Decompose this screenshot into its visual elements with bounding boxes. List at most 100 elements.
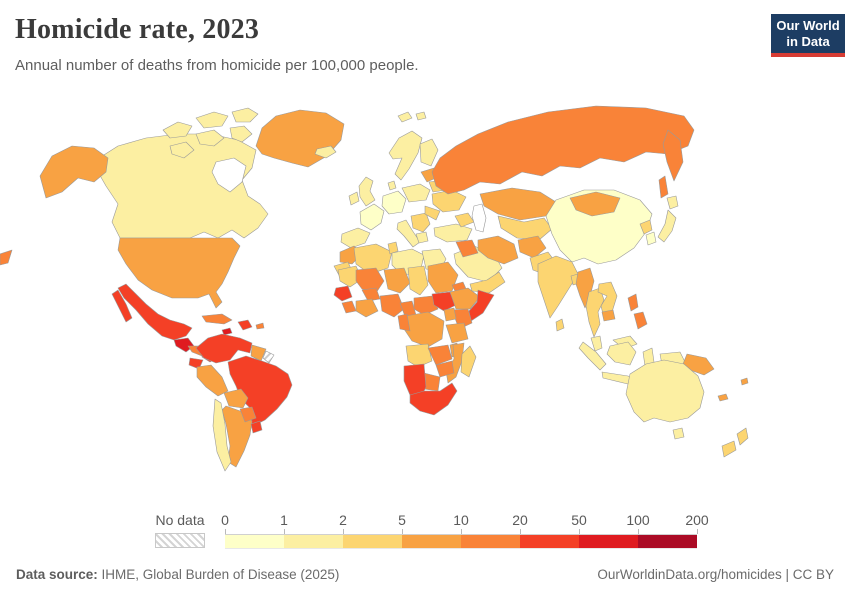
country-bolivia[interactable] <box>223 388 249 409</box>
country-malaysia[interactable] <box>590 335 603 352</box>
country-north-korea[interactable] <box>639 219 653 235</box>
country-botswana[interactable] <box>423 372 441 392</box>
legend-bin-20-50[interactable] <box>520 534 579 549</box>
country-balkans[interactable] <box>410 212 431 233</box>
country-south-korea[interactable] <box>645 231 657 246</box>
country-puerto-rico[interactable] <box>255 322 265 330</box>
country-hispaniola[interactable] <box>237 319 253 331</box>
country-fiji[interactable] <box>740 377 749 386</box>
country-canada-arctic-islands[interactable] <box>162 107 259 159</box>
country-colombia-venezuela[interactable] <box>195 333 253 364</box>
country-iceland[interactable] <box>314 145 337 159</box>
country-finland[interactable] <box>419 138 439 167</box>
country-mexico[interactable] <box>111 283 193 341</box>
country-south-sudan[interactable] <box>431 291 457 312</box>
country-paraguay[interactable] <box>239 406 257 423</box>
country-peru[interactable] <box>196 364 229 397</box>
page-title: Homicide rate, 2023 <box>15 14 260 45</box>
country-nigeria[interactable] <box>379 293 405 318</box>
country-india[interactable] <box>537 255 579 319</box>
country-usa[interactable] <box>117 237 241 309</box>
country-uk[interactable] <box>358 176 376 207</box>
country-new-caledonia[interactable] <box>717 393 729 402</box>
country-australia[interactable] <box>625 359 705 423</box>
country-japan[interactable] <box>657 195 679 243</box>
country-alaska[interactable] <box>39 145 109 199</box>
country-uganda[interactable] <box>443 307 457 322</box>
legend-tick-label: 10 <box>453 512 469 528</box>
country-ivory-coast-ghana[interactable] <box>355 298 379 318</box>
country-ethiopia[interactable] <box>449 287 481 310</box>
country-new-zealand[interactable] <box>721 427 749 458</box>
legend-bin-10-20[interactable] <box>461 534 520 549</box>
country-norway-sweden[interactable] <box>388 130 423 181</box>
country-angola[interactable] <box>405 343 433 368</box>
country-tunisia[interactable] <box>387 241 399 255</box>
country-greenland[interactable] <box>255 109 345 168</box>
country-greece[interactable] <box>415 231 429 244</box>
country-uruguay[interactable] <box>250 420 263 434</box>
country-romania[interactable] <box>424 205 441 221</box>
country-burkina-faso[interactable] <box>361 287 381 302</box>
country-indonesia-borneo[interactable] <box>606 341 637 366</box>
country-russia[interactable] <box>431 105 695 195</box>
map-legend: No data 0 1 2 5 10 20 50 100 200 <box>155 512 735 554</box>
country-algeria[interactable] <box>353 243 393 275</box>
country-iberia[interactable] <box>340 227 371 249</box>
country-congo-gabon[interactable] <box>397 313 411 332</box>
no-data-swatch[interactable] <box>155 533 205 548</box>
country-ireland[interactable] <box>348 191 360 206</box>
country-kazakhstan[interactable] <box>479 187 557 221</box>
country-chad[interactable] <box>407 265 429 296</box>
legend-bin-5-10[interactable] <box>402 534 461 549</box>
country-cuba[interactable] <box>201 313 233 325</box>
country-indonesia-sumatra[interactable] <box>578 341 607 371</box>
country-iraq[interactable] <box>455 239 479 258</box>
country-niger[interactable] <box>383 267 411 294</box>
country-iran[interactable] <box>477 235 519 265</box>
country-senegal-guinea[interactable] <box>333 285 353 302</box>
owid-link[interactable]: OurWorldinData.org/homicides | CC BY <box>597 567 834 582</box>
country-denmark[interactable] <box>387 180 397 191</box>
country-drc[interactable] <box>403 311 445 348</box>
country-chile[interactable] <box>212 398 232 472</box>
country-zambia[interactable] <box>427 344 453 366</box>
country-madagascar[interactable] <box>460 345 477 378</box>
world-choropleth-map <box>0 90 850 505</box>
country-thailand[interactable] <box>585 287 605 338</box>
country-tanzania[interactable] <box>445 322 469 344</box>
country-italy[interactable] <box>396 219 421 248</box>
country-sri-lanka[interactable] <box>555 318 565 332</box>
country-mongolia[interactable] <box>569 191 621 217</box>
country-zimbabwe[interactable] <box>435 360 455 378</box>
owid-logo-line1: Our World <box>776 18 840 33</box>
country-russia-kamchatka[interactable] <box>662 129 684 182</box>
country-jamaica[interactable] <box>221 327 233 336</box>
country-central-asia[interactable] <box>497 215 553 241</box>
legend-bin-50-100[interactable] <box>579 534 638 549</box>
country-russia-sakhalin[interactable] <box>658 175 669 199</box>
country-afghanistan[interactable] <box>517 235 547 259</box>
country-china[interactable] <box>545 189 653 265</box>
country-france[interactable] <box>359 203 385 231</box>
country-central-african-republic[interactable] <box>413 295 439 316</box>
color-scale: 0 1 2 5 10 20 50 100 200 <box>221 512 709 552</box>
country-svalbard[interactable] <box>397 111 427 123</box>
country-kenya[interactable] <box>451 308 473 330</box>
legend-bin-1-2[interactable] <box>284 534 343 549</box>
legend-bin-100-200[interactable] <box>638 534 697 549</box>
country-poland-czech[interactable] <box>401 183 431 203</box>
country-french-guiana[interactable] <box>262 350 275 364</box>
country-turkey[interactable] <box>433 223 473 243</box>
legend-bin-2-5[interactable] <box>343 534 402 549</box>
country-sudan[interactable] <box>427 261 459 294</box>
country-russia-far-east-wrap[interactable] <box>0 249 13 266</box>
country-cambodia[interactable] <box>601 309 616 322</box>
country-sierra-leone-liberia[interactable] <box>341 300 357 314</box>
legend-bin-0-1[interactable] <box>225 534 284 549</box>
country-germany-central-europe[interactable] <box>381 190 407 215</box>
country-philippines[interactable] <box>627 293 648 330</box>
country-tasmania[interactable] <box>672 427 685 440</box>
owid-logo[interactable]: Our World in Data <box>771 14 845 57</box>
country-south-africa[interactable] <box>409 382 458 416</box>
